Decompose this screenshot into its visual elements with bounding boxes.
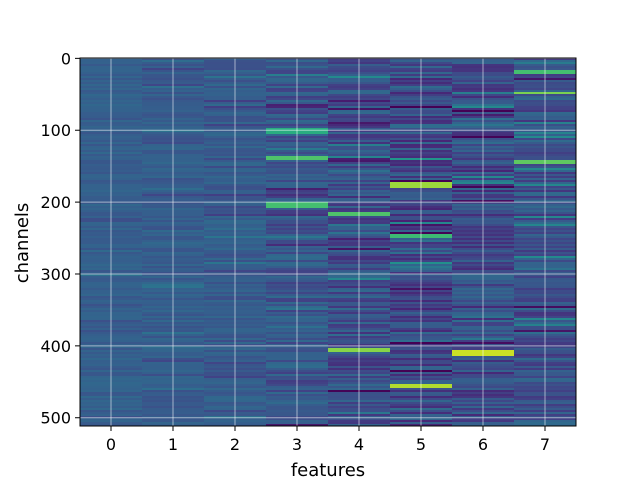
y-tick-label: 200: [40, 193, 71, 212]
x-tick-label: 3: [292, 435, 302, 454]
heatmap-cells: [80, 58, 577, 427]
y-tick-label: 0: [61, 49, 71, 68]
plot-frame: [79, 57, 577, 427]
x-axis-label: features: [291, 460, 365, 480]
y-tick-label: 400: [40, 337, 71, 356]
x-axis-ticks: 0 1 2 3 4 5 6 7: [106, 426, 550, 454]
y-tick-label: 500: [40, 409, 71, 428]
x-tick-label: 2: [230, 435, 240, 454]
y-axis-ticks: 0 100 200 300 400 500: [40, 49, 80, 428]
x-tick-label: 5: [416, 435, 426, 454]
y-tick-label: 300: [40, 265, 71, 284]
x-tick-label: 1: [168, 435, 178, 454]
x-tick-label: 0: [106, 435, 116, 454]
y-tick-label: 100: [40, 121, 71, 140]
x-tick-label: 4: [354, 435, 364, 454]
x-tick-label: 7: [540, 435, 550, 454]
x-tick-label: 6: [478, 435, 488, 454]
y-axis-label: channels: [12, 203, 33, 284]
